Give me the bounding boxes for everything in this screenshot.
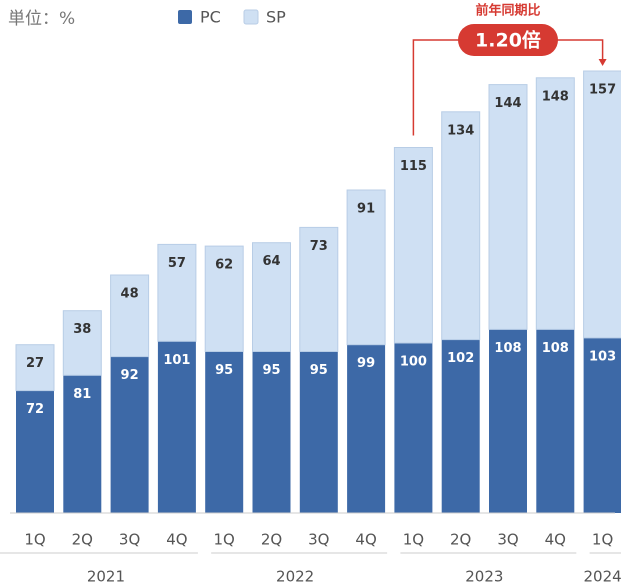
bar-segment (16, 390, 54, 513)
x-tick-label: 1Q (592, 531, 613, 549)
bar-segment (205, 351, 244, 513)
x-tick-label: 4Q (545, 531, 566, 549)
value-label: 134 (447, 123, 474, 138)
bar-segment (15, 344, 55, 392)
bar-segment (110, 274, 150, 358)
legend-label: SP (266, 8, 286, 27)
x-tick-label: 4Q (355, 531, 376, 549)
value-label: 103 (589, 349, 616, 364)
legend-label: PC (200, 8, 221, 27)
bar-segment (393, 147, 433, 344)
annotation-arrow (598, 59, 607, 66)
annotation-pill (458, 24, 558, 56)
bar-segment (299, 226, 339, 352)
value-label: 64 (262, 254, 280, 269)
x-tick-label: 3Q (497, 531, 518, 549)
group-label: 2023 (465, 568, 503, 586)
x-tick-label: 2Q (261, 531, 282, 549)
x-tick-label: 1Q (214, 531, 235, 549)
bar-segment (63, 375, 102, 513)
bar-segment (394, 343, 433, 513)
value-label: 95 (262, 363, 280, 378)
bar-segment (489, 329, 527, 513)
bar-segment (204, 245, 244, 353)
legend-swatch (178, 10, 192, 24)
x-tick-label: 4Q (166, 531, 187, 549)
bar-segment (252, 242, 291, 352)
value-label: 100 (400, 355, 427, 370)
value-label: 73 (310, 239, 328, 254)
bar-segment (110, 356, 149, 513)
x-tick-label: 2Q (72, 531, 93, 549)
unit-label: 単位：% (8, 9, 75, 29)
value-label: 108 (542, 341, 569, 356)
bar-segment (252, 351, 291, 513)
value-label: 57 (168, 256, 186, 271)
annotation-value: 1.20倍 (475, 29, 541, 52)
bar-segment (157, 243, 197, 342)
value-label: 38 (73, 322, 91, 337)
value-label: 27 (26, 356, 44, 371)
x-tick-label: 3Q (308, 531, 329, 549)
bar-segment (583, 70, 621, 339)
bar-segment (157, 341, 196, 513)
group-label: 2024 (584, 568, 621, 586)
bar-segment (347, 344, 386, 513)
value-label: 72 (26, 402, 44, 417)
value-label: 81 (73, 387, 91, 402)
value-label: 99 (357, 356, 375, 371)
value-label: 108 (494, 341, 521, 356)
value-label: 91 (357, 202, 375, 217)
value-label: 101 (163, 353, 190, 368)
value-label: 157 (589, 83, 616, 98)
bar-segment (441, 339, 480, 513)
bar-segment (488, 84, 528, 330)
bar-segment (535, 77, 575, 330)
bar-segment (583, 337, 621, 513)
x-tick-label: 1Q (24, 531, 45, 549)
value-label: 48 (121, 287, 139, 302)
value-label: 95 (215, 363, 233, 378)
x-tick-label: 2Q (450, 531, 471, 549)
legend-swatch (243, 9, 259, 25)
value-label: 144 (494, 96, 521, 111)
group-label: 2022 (276, 568, 314, 586)
bar-segment (62, 310, 102, 376)
x-tick-label: 1Q (403, 531, 424, 549)
value-label: 115 (400, 159, 427, 174)
value-label: 148 (542, 89, 569, 104)
value-label: 62 (215, 258, 233, 273)
value-label: 102 (447, 351, 474, 366)
bar-segment (536, 329, 575, 513)
bar-segment (346, 189, 386, 346)
bar-segment (299, 351, 338, 513)
bar-segment (441, 111, 481, 341)
value-label: 92 (121, 368, 139, 383)
value-label: 95 (310, 363, 328, 378)
x-tick-label: 3Q (119, 531, 140, 549)
group-label: 2021 (87, 568, 125, 586)
annotation-title: 前年同期比 (475, 3, 540, 19)
